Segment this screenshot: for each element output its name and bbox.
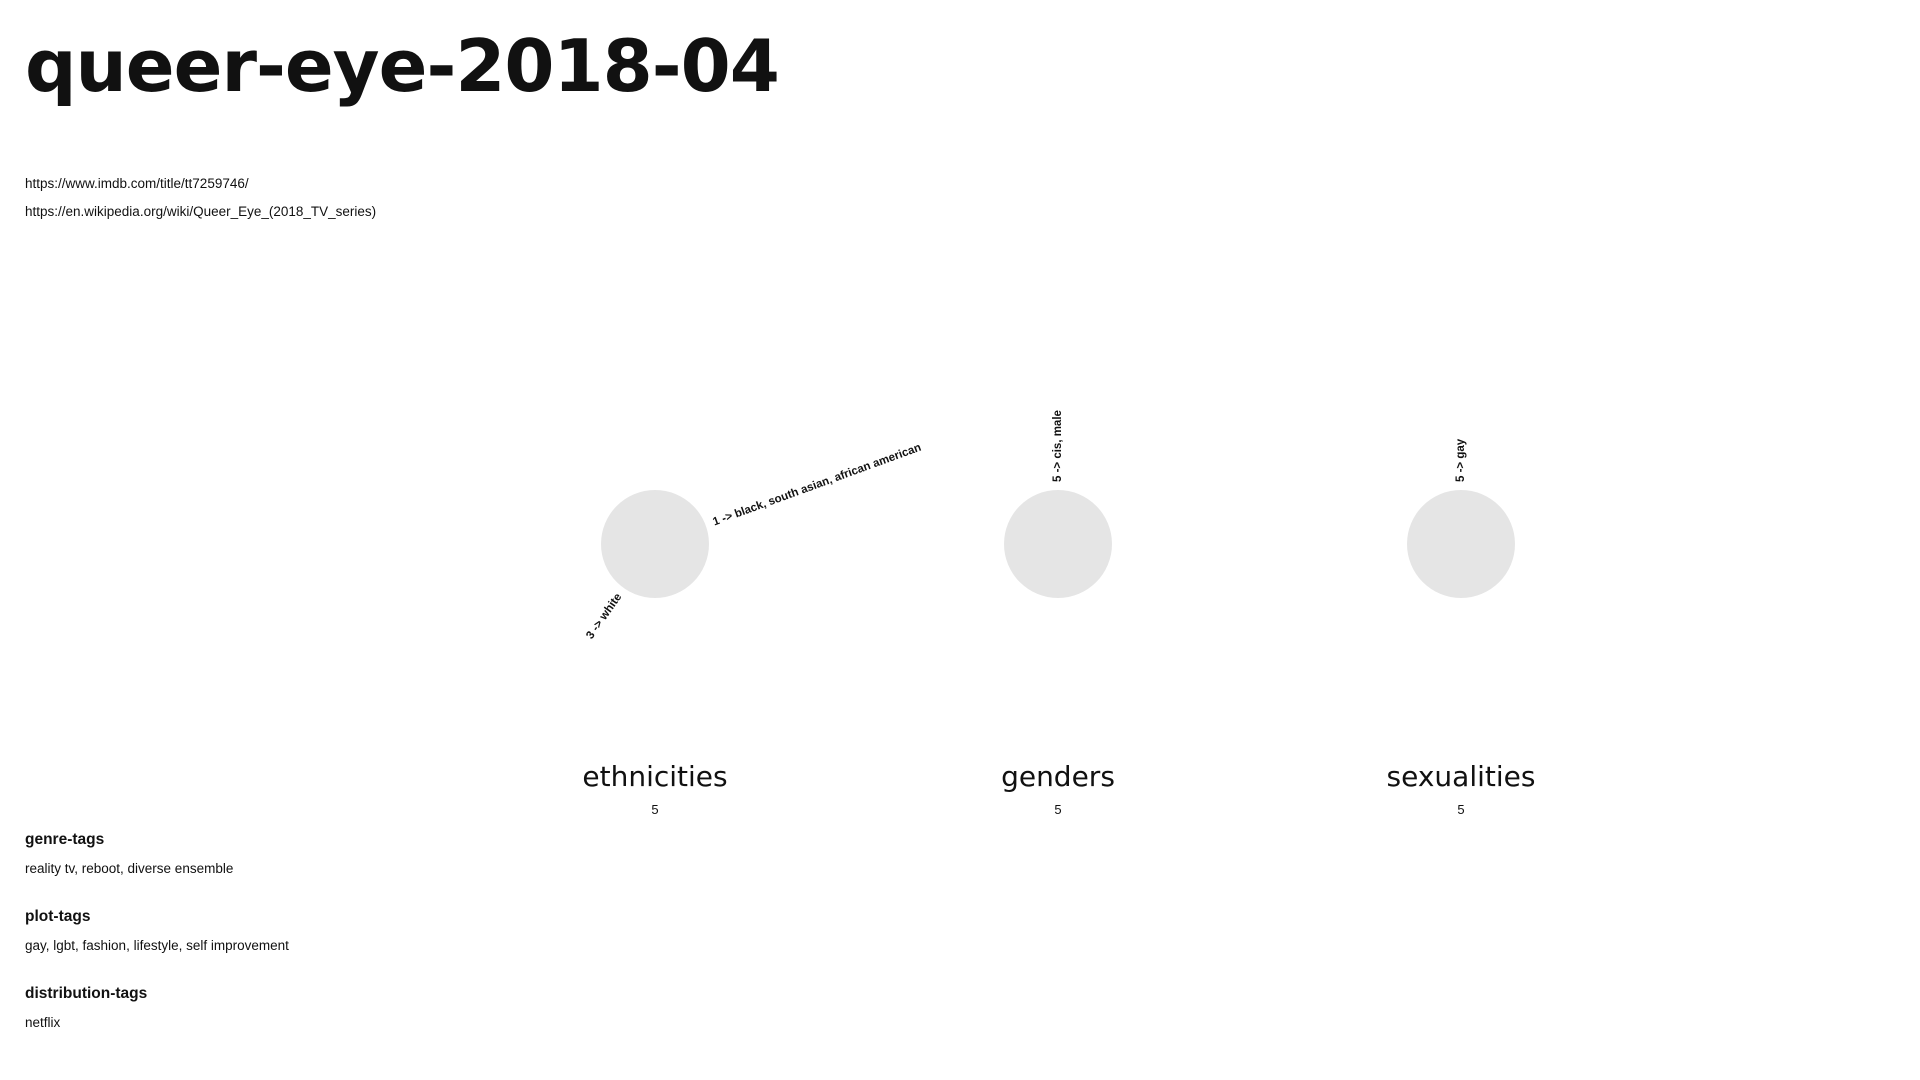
- ethnicities-category-name: ethnicities: [582, 760, 727, 793]
- distribution-tags-value: netflix: [25, 1014, 289, 1032]
- plot-tags-value: gay, lgbt, fashion, lifestyle, self impr…: [25, 937, 289, 955]
- distribution-tags-group: distribution-tags netflix: [25, 984, 289, 1032]
- ethnicities-node-group: 1 -> black, south asian, african america…: [582, 442, 923, 817]
- sexualities-node-group: 5 -> gay sexualities 5: [1387, 438, 1536, 817]
- genders-branch-label-0: 5 -> cis, male: [1052, 410, 1064, 482]
- sexualities-node: [1407, 490, 1515, 598]
- distribution-tags-label: distribution-tags: [25, 984, 289, 1004]
- genders-node-group: 5 -> cis, male genders 5: [1001, 410, 1115, 817]
- ethnicities-node: [601, 490, 709, 598]
- genre-tags-value: reality tv, reboot, diverse ensemble: [25, 860, 289, 878]
- tags-section: genre-tags reality tv, reboot, diverse e…: [25, 830, 289, 1061]
- genders-node: [1004, 490, 1112, 598]
- genders-category-name: genders: [1001, 760, 1115, 793]
- ethnicities-branch-label-1: 3 -> white: [584, 591, 624, 641]
- plot-tags-group: plot-tags gay, lgbt, fashion, lifestyle,…: [25, 907, 289, 955]
- genders-category-count: 5: [1054, 802, 1061, 817]
- ethnicities-branch-label-0: 1 -> black, south asian, african america…: [711, 442, 923, 529]
- ethnicities-category-count: 5: [651, 802, 658, 817]
- genre-tags-group: genre-tags reality tv, reboot, diverse e…: [25, 830, 289, 878]
- genre-tags-label: genre-tags: [25, 830, 289, 850]
- plot-tags-label: plot-tags: [25, 907, 289, 927]
- sexualities-category-count: 5: [1457, 802, 1464, 817]
- sexualities-branch-label-0: 5 -> gay: [1455, 438, 1467, 482]
- sexualities-category-name: sexualities: [1387, 760, 1536, 793]
